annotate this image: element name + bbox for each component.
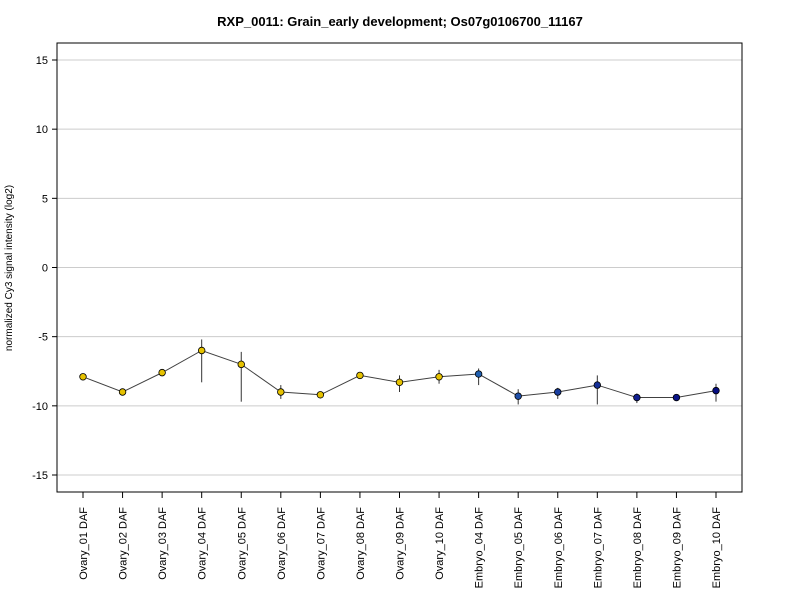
y-tick-label: 10 — [36, 124, 48, 136]
data-point — [356, 371, 364, 380]
data-point — [554, 388, 562, 396]
data-point — [197, 346, 206, 355]
x-tick-label: Embryo_07 DAF — [592, 507, 604, 589]
x-tick-label: Ovary_01 DAF — [78, 507, 90, 580]
data-point — [514, 392, 522, 400]
x-tick-label: Ovary_05 DAF — [236, 507, 248, 580]
x-tick-label: Ovary_10 DAF — [434, 507, 446, 580]
data-point — [277, 388, 285, 396]
data-point — [158, 368, 166, 377]
x-tick-label: Embryo_05 DAF — [513, 507, 525, 589]
x-tick-label: Embryo_10 DAF — [711, 507, 723, 589]
y-axis: 15 10 5 0 -5 -10 -15 — [32, 55, 57, 482]
y-tick-label: -5 — [38, 332, 48, 344]
data-point — [593, 381, 602, 389]
x-tick-label: Embryo_06 DAF — [553, 507, 565, 589]
y-tick-label: 15 — [36, 55, 48, 67]
data-point — [633, 393, 641, 402]
x-tick-label: Ovary_07 DAF — [315, 507, 327, 580]
x-tick-label: Embryo_04 DAF — [474, 507, 486, 589]
data-point — [118, 388, 127, 396]
x-tick-label: Ovary_06 DAF — [276, 507, 288, 580]
x-tick-label: Ovary_02 DAF — [118, 507, 130, 580]
data-point — [79, 373, 87, 381]
x-tick-label: Embryo_09 DAF — [671, 507, 683, 589]
data-point — [395, 378, 404, 387]
error-bars — [82, 339, 717, 405]
data-point — [435, 373, 443, 381]
x-axis: Ovary_01 DAF Ovary_02 DAF Ovary_03 DAF Ovar… — [78, 492, 723, 588]
data-point — [237, 360, 245, 369]
grid — [57, 59, 742, 476]
data-point — [672, 393, 681, 402]
chart-title: RXP_0011: Grain_early development; Os07g… — [217, 14, 583, 29]
x-tick-label: Ovary_03 DAF — [157, 507, 169, 580]
data-points — [79, 346, 720, 402]
y-tick-label: 0 — [42, 263, 48, 275]
data-point — [316, 391, 325, 399]
x-tick-label: Ovary_04 DAF — [197, 507, 209, 580]
y-axis-label: normalized Cy3 signal intensity (log2) — [4, 185, 15, 351]
data-point — [474, 370, 483, 378]
x-tick-label: Ovary_08 DAF — [355, 507, 367, 580]
x-tick-label: Ovary_09 DAF — [395, 507, 407, 580]
y-tick-label: 5 — [42, 193, 48, 205]
y-tick-label: -10 — [32, 401, 48, 413]
x-tick-label: Embryo_08 DAF — [632, 507, 644, 589]
data-point — [712, 386, 720, 395]
y-tick-label: -15 — [32, 470, 48, 482]
